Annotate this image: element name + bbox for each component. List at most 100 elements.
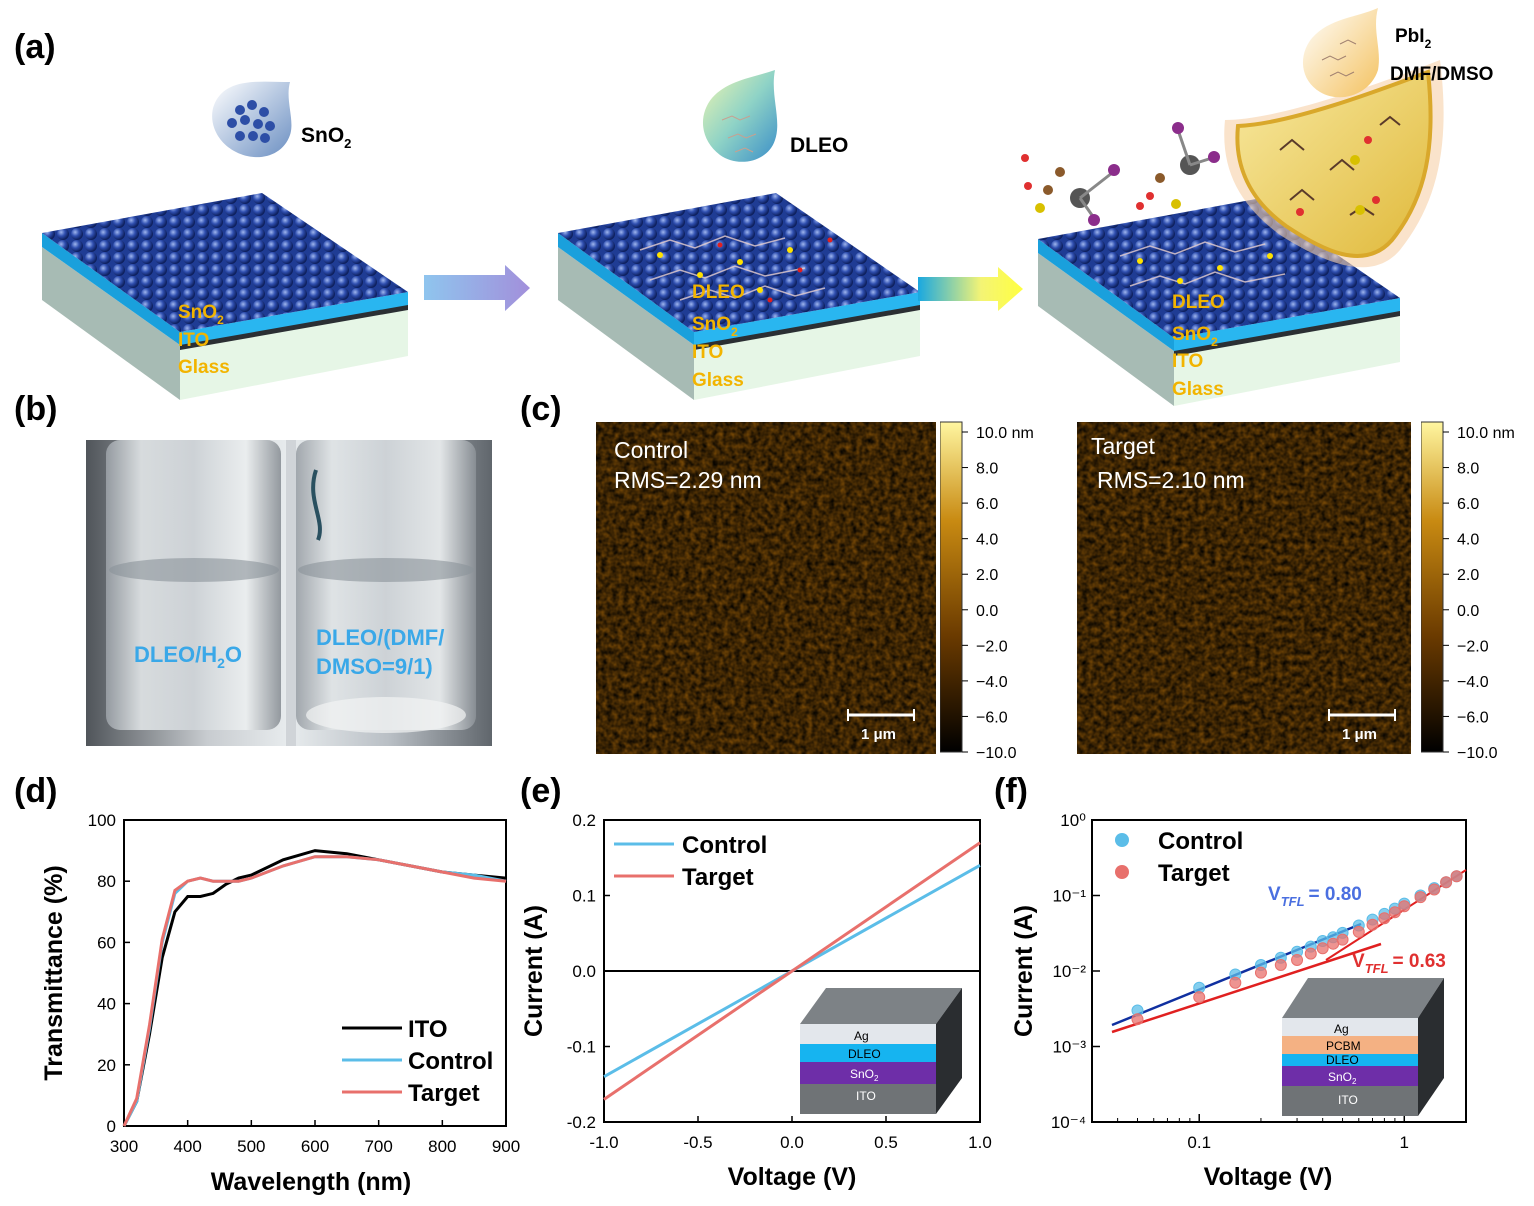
chart-f-target-fit xyxy=(1111,942,1382,1034)
stack2-glass-label: Glass xyxy=(692,370,744,391)
chart-e-xtick-label: 1.0 xyxy=(968,1133,992,1152)
colorbar-tick-label: −4.0 xyxy=(976,674,1008,691)
colorbar-tick-label: 2.0 xyxy=(1457,567,1479,584)
chart-d-legend-label: ITO xyxy=(408,1016,448,1043)
colorbar-tick-label: 8.0 xyxy=(1457,461,1479,478)
chart-e-ytick-label: 0.1 xyxy=(572,887,596,906)
colorbar-tick-label: 4.0 xyxy=(1457,532,1479,549)
chart-f-ytick-label: 10⁰ xyxy=(1060,811,1086,830)
colorbar-tick-label: −6.0 xyxy=(976,709,1008,726)
chart-d-ytick-label: 80 xyxy=(97,872,116,891)
chart-f-legend-swatch xyxy=(1115,833,1129,847)
inset-f-ito: ITO xyxy=(1338,1093,1358,1107)
chart-f-point-target xyxy=(1229,976,1242,989)
schematic-a: SnO2 DLEO PbI2 DMF/DMSO SnO2 ITO Glass D… xyxy=(42,8,1493,406)
chart-d-ytick-label: 20 xyxy=(97,1056,116,1075)
substrate-stack-3 xyxy=(1038,199,1400,406)
colorbar-tick-label: 4.0 xyxy=(976,532,998,549)
afm-control-rms: RMS=2.29 nm xyxy=(614,467,762,493)
panel-label-c: (c) xyxy=(520,390,562,428)
vials-photo: DLEO/H2O DLEO/(DMF/ DMSO=9/1) xyxy=(86,440,492,746)
chart-d-ytick-label: 0 xyxy=(107,1117,116,1136)
chart-e-ytick-label: 0.2 xyxy=(572,811,596,830)
panel-label-e: (e) xyxy=(520,772,562,810)
vial2-label-line2: DMSO=9/1) xyxy=(316,654,433,679)
chart-f-point-target xyxy=(1450,870,1463,883)
inset-f-ag: Ag xyxy=(1334,1022,1349,1036)
chart-e-ylabel: Current (A) xyxy=(520,905,548,1037)
chart-d-xtick-label: 900 xyxy=(492,1137,520,1156)
chart-f-point-target xyxy=(1366,918,1379,931)
inset-f-dleo: DLEO xyxy=(1326,1053,1359,1067)
colorbar-tick-label: 10.0 nm xyxy=(1457,425,1515,442)
chart-f-ylabel: Current (A) xyxy=(1010,905,1038,1037)
chart-e-xtick-label: 0.5 xyxy=(874,1133,898,1152)
inset-e-dleo: DLEO xyxy=(848,1047,881,1061)
chart-d-xlabel: Wavelength (nm) xyxy=(211,1168,411,1196)
chart-f-ytick-label: 10⁻⁴ xyxy=(1051,1113,1086,1132)
stack2-ito-label: ITO xyxy=(692,342,723,363)
chart-e-xtick-label: -0.5 xyxy=(683,1133,712,1152)
colorbar-tick-label: 6.0 xyxy=(1457,496,1479,513)
process-arrow-2 xyxy=(918,267,1023,311)
inset-f-sno2: SnO2 xyxy=(1328,1070,1357,1086)
chart-f-xlabel: Voltage (V) xyxy=(1204,1163,1333,1191)
pbi2-complex-molecules xyxy=(1021,122,1220,226)
panel-label-b: (b) xyxy=(14,390,58,428)
chart-f-ytick-label: 10⁻¹ xyxy=(1052,887,1086,906)
colorbar-tick-label: 10.0 nm xyxy=(976,425,1034,442)
chart-f-point-target xyxy=(1131,1013,1144,1026)
chart-f-point-target xyxy=(1352,925,1365,938)
chart-d-ylabel: Transmittance (%) xyxy=(40,865,68,1080)
chart-f-point-target xyxy=(1428,883,1441,896)
chart-f-point-target xyxy=(1304,947,1317,960)
stack1-sno2-label: SnO2 xyxy=(178,302,224,327)
chart-f: 0.1 1 10⁰ 10⁻¹ 10⁻² 10⁻³ 10⁻⁴ Voltage (V) Curr… xyxy=(1010,811,1467,1191)
colorbar-left: 10.0 nm 8.0 6.0 4.0 2.0 0.0 −2.0 −4.0 −6.0 −10.0 xyxy=(940,421,1034,760)
chart-f-point-target xyxy=(1414,891,1427,904)
chart-f-legend-swatch xyxy=(1115,865,1129,879)
chart-e-xlabel: Voltage (V) xyxy=(728,1163,857,1191)
process-arrow-1 xyxy=(424,265,530,311)
colorbar-tick-label: −6.0 xyxy=(1457,709,1489,726)
chart-e-xtick-label: 0.0 xyxy=(780,1133,804,1152)
chart-d-legend-label: Target xyxy=(408,1080,480,1107)
chart-e-ytick-label: 0.0 xyxy=(572,962,596,981)
chart-e-device-inset: Ag DLEO SnO2 ITO xyxy=(800,988,962,1114)
stack1-glass-label: Glass xyxy=(178,357,230,378)
chart-f-legend-label: Target xyxy=(1158,860,1230,887)
chart-f-point-target xyxy=(1316,942,1329,955)
chart-f-point-target xyxy=(1291,953,1304,966)
inset-e-ito: ITO xyxy=(856,1089,876,1103)
solvent-label: DMF/DMSO xyxy=(1390,64,1493,85)
colorbar-tick-label: −10.0 xyxy=(976,745,1017,760)
sno2-droplet xyxy=(212,81,292,158)
stack3-ito-label: ITO xyxy=(1172,351,1203,372)
afm-control-scale-label: 1 μm xyxy=(861,726,896,743)
pbi2-droplet xyxy=(1302,8,1379,98)
chart-f-device-inset: Ag PCBM DLEO SnO2 ITO xyxy=(1282,978,1444,1116)
chart-e-ytick-label: -0.2 xyxy=(567,1113,596,1132)
chart-f-point-target xyxy=(1254,966,1267,979)
chart-f-ytick-label: 10⁻³ xyxy=(1052,1038,1086,1057)
chart-d-xtick-label: 600 xyxy=(301,1137,329,1156)
substrate-stack-2 xyxy=(558,193,920,400)
inset-f-pcbm: PCBM xyxy=(1326,1039,1361,1053)
stack3-glass-label: Glass xyxy=(1172,379,1224,400)
chart-f-legend-label: Control xyxy=(1158,828,1243,855)
chart-f-point-target xyxy=(1193,991,1206,1004)
chart-f-point-target xyxy=(1440,876,1453,889)
solvent-shield xyxy=(1224,60,1444,268)
chart-d-ytick-label: 100 xyxy=(88,811,116,830)
stack1-ito-label: ITO xyxy=(178,330,209,351)
panel-label-f: (f) xyxy=(994,772,1028,810)
afm-control-image: Control RMS=2.29 nm 1 μm xyxy=(596,422,936,754)
chart-d-xtick-label: 700 xyxy=(364,1137,392,1156)
afm-target-rms: RMS=2.10 nm xyxy=(1097,467,1245,493)
chart-e: -1.0 -0.5 0.0 0.5 1.0 0.2 0.1 0.0 -0.1 -0.2 Volta… xyxy=(520,811,992,1191)
colorbar-tick-label: −10.0 xyxy=(1457,745,1498,760)
chart-d-xtick-label: 300 xyxy=(110,1137,138,1156)
vtfl-control-label: VTFL = 0.80 xyxy=(1268,884,1362,909)
vial2-label-line1: DLEO/(DMF/ xyxy=(316,625,444,650)
stack2-sno2-label: SnO2 xyxy=(692,314,738,339)
